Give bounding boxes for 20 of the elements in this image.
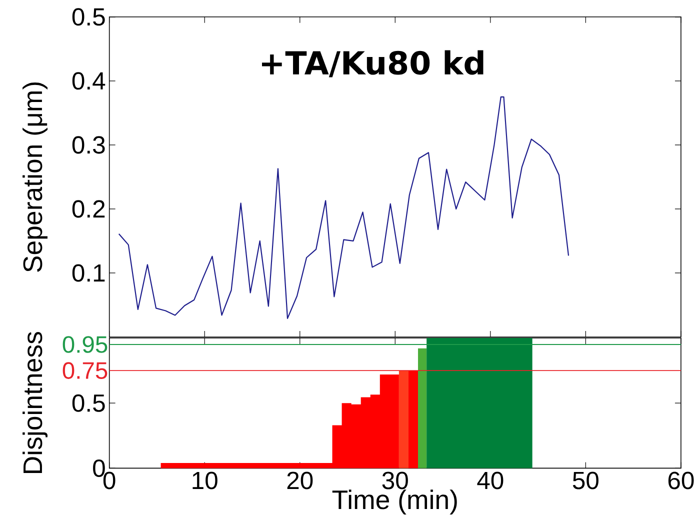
- y-tick-label: 0.5: [72, 8, 105, 26]
- y-tick-label: 0: [93, 460, 105, 478]
- x-axis-title: Time (min): [332, 490, 457, 515]
- y-tick-label: 0.2: [72, 200, 105, 218]
- y-axis-title: Seperation (μm): [22, 82, 48, 272]
- line-series: [118, 96, 570, 320]
- x-tick-label: 20: [287, 472, 313, 490]
- x-tick-label: 60: [668, 472, 694, 490]
- y-tick-label: 0.5: [72, 394, 105, 412]
- x-tick-label: 50: [572, 472, 598, 490]
- y-tick-label: 0.3: [72, 136, 105, 154]
- y-tick-label: 0.4: [72, 72, 106, 90]
- x-tick-label: 30: [382, 472, 408, 490]
- ref-line-label: 0.75: [62, 362, 108, 380]
- y-axis-title: Disjointness: [22, 332, 48, 474]
- ref-line-label: 0.95: [62, 336, 108, 353]
- text: +TA/Ku80 kd: [262, 50, 484, 78]
- x-tick-label: 40: [477, 472, 504, 490]
- y-tick-label: 0.1: [72, 264, 105, 282]
- x-tick-label: 10: [192, 472, 218, 490]
